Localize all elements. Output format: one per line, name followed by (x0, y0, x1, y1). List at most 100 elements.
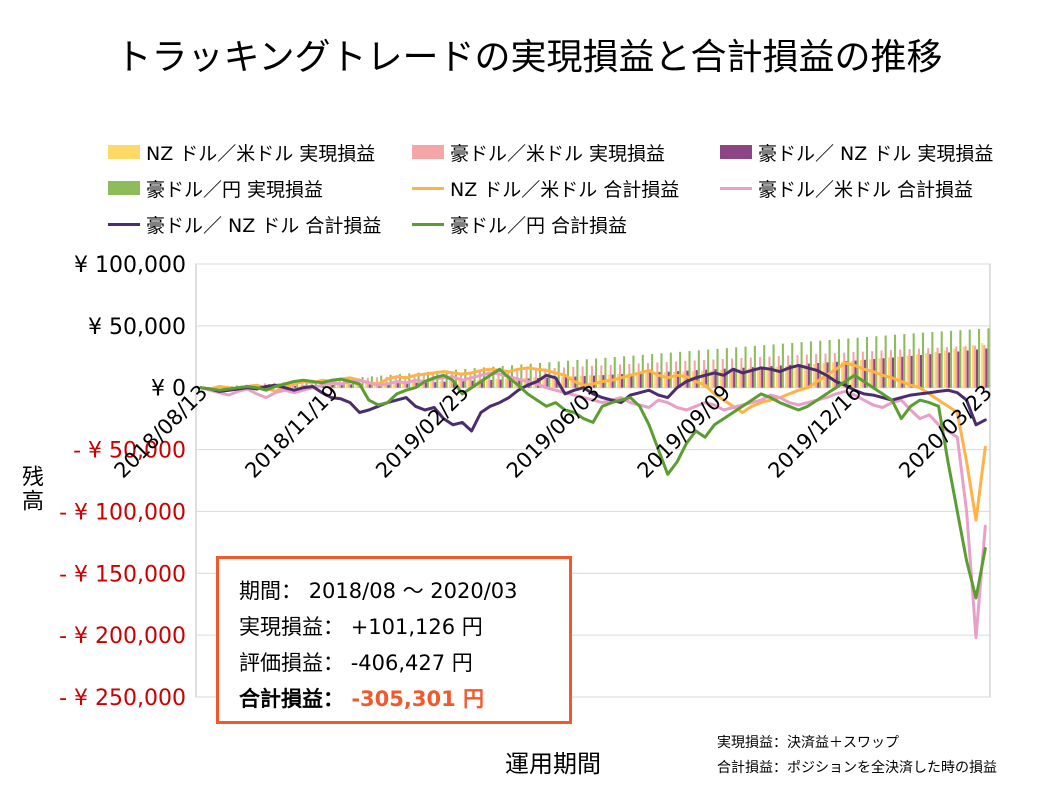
bar (452, 381, 455, 388)
bar (482, 367, 486, 388)
bar (504, 378, 507, 388)
bar (841, 361, 844, 388)
bar (340, 384, 343, 388)
series-line (199, 367, 987, 600)
y-axis-title: 残高 (18, 465, 43, 513)
bar (837, 339, 840, 388)
bar (546, 377, 549, 388)
bar (981, 343, 984, 388)
bar (385, 376, 388, 388)
bar (757, 367, 760, 388)
bar (486, 379, 489, 388)
bar (859, 360, 862, 388)
bar (763, 345, 766, 388)
summary-realized-value: +101,126 円 (350, 615, 483, 639)
bar (983, 345, 986, 388)
y-tick-label: ¥ 50,000 (88, 315, 186, 340)
bar (753, 345, 756, 388)
bar (520, 364, 523, 388)
summary-total-row: 合計損益： -305,301 円 (239, 681, 569, 717)
bar (912, 333, 915, 388)
bar (534, 368, 537, 388)
bar (432, 374, 435, 388)
bar (609, 364, 612, 388)
bar (581, 366, 584, 388)
legend-label: 豪ドル／ NZ ドル 実現損益 (758, 142, 994, 165)
bar (551, 376, 554, 388)
bar (947, 352, 951, 388)
bar (869, 359, 872, 388)
summary-box: 期間： 2018/08 ～ 2020/03 実現損益： +101,126 円 評… (216, 556, 572, 724)
bar (663, 372, 666, 388)
bar (564, 376, 568, 388)
bar (803, 364, 806, 388)
summary-unrealized-row: 評価損益： -406,427 円 (239, 645, 569, 681)
bar (593, 375, 596, 388)
bar (415, 382, 418, 388)
bar (973, 345, 976, 388)
bar (925, 353, 928, 388)
bar (884, 335, 887, 388)
bar (623, 356, 626, 388)
bar (903, 334, 906, 388)
bar (471, 380, 474, 388)
legend-item: 豪ドル／米ドル 実現損益 (412, 138, 665, 166)
bar (618, 364, 622, 388)
bar (346, 383, 349, 388)
y-tick-label: ¥ 100,000 (74, 253, 186, 278)
bar (955, 346, 958, 388)
legend-label: 豪ドル／米ドル 合計損益 (758, 178, 974, 201)
bar (579, 375, 582, 388)
summary-unrealized-label: 評価損益： (239, 651, 344, 675)
bar (985, 348, 988, 388)
bar (938, 353, 941, 388)
bar (443, 381, 446, 388)
bar (560, 376, 563, 388)
bar (649, 372, 652, 388)
bar (679, 351, 682, 388)
bar (865, 336, 869, 388)
note-total: 合計損益：ポジションを全決済した時の損益 (717, 760, 997, 776)
bar (411, 382, 414, 388)
bar (770, 366, 773, 388)
bar (402, 382, 405, 388)
bar (852, 352, 855, 388)
bar (387, 383, 390, 388)
bar (707, 349, 710, 388)
bar (469, 372, 472, 388)
bar (882, 358, 885, 388)
bar (462, 381, 465, 388)
bar (835, 361, 838, 388)
bar (887, 357, 890, 388)
bar (458, 380, 461, 388)
bar (613, 357, 616, 388)
bar (921, 332, 925, 388)
bar (368, 383, 371, 388)
bar (710, 370, 713, 388)
bar (845, 361, 848, 388)
y-tick-label: ¥ 0 (151, 377, 186, 402)
bar (595, 358, 598, 388)
bar (439, 381, 442, 388)
bar (943, 350, 946, 388)
bar (350, 384, 353, 388)
bar (665, 361, 668, 388)
bar (635, 373, 638, 388)
bar (742, 367, 745, 388)
x-axis-title: 運用期間 (505, 750, 601, 778)
bar (539, 362, 542, 388)
bar (906, 355, 909, 388)
summary-realized-row: 実現損益： +101,126 円 (239, 609, 569, 645)
bar (850, 360, 853, 388)
bar (880, 350, 883, 388)
bar (672, 371, 676, 388)
bar (305, 381, 308, 388)
summary-realized-label: 実現損益： (239, 615, 344, 639)
bar (897, 356, 900, 388)
bar (978, 328, 981, 388)
legend-swatch (720, 186, 752, 190)
bar (682, 371, 685, 388)
bar (490, 379, 493, 388)
y-tick-label: - ¥ 200,000 (59, 624, 186, 649)
bar (781, 343, 784, 388)
